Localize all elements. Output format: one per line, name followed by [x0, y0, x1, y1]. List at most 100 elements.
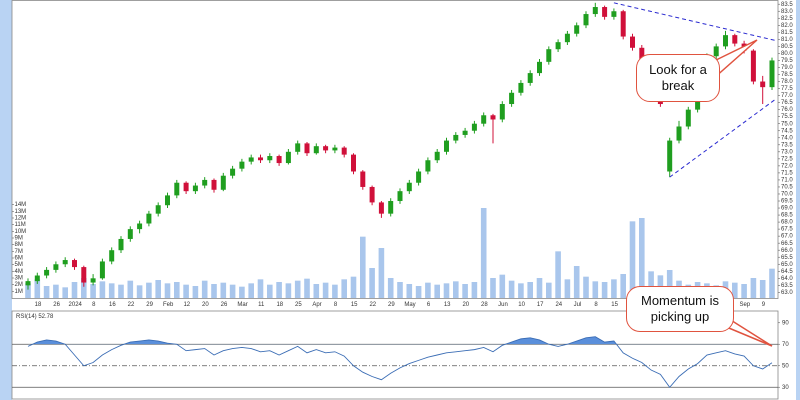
y-tick-label: 80.5 — [781, 44, 793, 50]
volume-tick-label: 5M — [15, 262, 23, 268]
volume-bar — [741, 284, 747, 298]
candle-body — [583, 14, 589, 26]
volume-bar — [471, 282, 478, 298]
candle-body — [295, 143, 301, 152]
y-tick-label: 71.0 — [781, 178, 793, 184]
volume-bar — [759, 280, 766, 298]
y-tick-label: 68.0 — [781, 220, 793, 226]
volume-bar — [332, 284, 338, 298]
volume-bar — [313, 284, 320, 298]
y-tick-label: 73.5 — [781, 142, 793, 148]
candle-body — [676, 126, 682, 141]
rsi-layer — [12, 336, 778, 388]
volume-bar — [518, 283, 524, 298]
candle-body — [155, 205, 161, 214]
candle-body — [118, 238, 124, 251]
candle-body — [258, 157, 263, 161]
x-tick-label: Jun — [498, 302, 508, 308]
y-tick-label: 72.5 — [781, 156, 793, 162]
x-tick-label: Sep — [739, 302, 750, 308]
price-layer — [25, 2, 777, 290]
candle-body — [34, 275, 40, 282]
candle-body — [602, 7, 608, 17]
volume-tick-label: 1M — [15, 289, 23, 295]
volume-bar — [620, 274, 626, 298]
y-tick-label: 67.0 — [781, 234, 793, 240]
volume-bar — [239, 286, 245, 298]
y-tick-label: 66.0 — [781, 248, 793, 254]
rsi-tick-label: 30 — [782, 385, 789, 391]
candle-body — [351, 154, 356, 172]
axis-layer: 63.063.564.064.565.065.566.066.567.067.5… — [12, 2, 793, 391]
y-tick-label: 75.5 — [781, 114, 793, 120]
volume-tick-label: 8M — [15, 242, 23, 248]
candle-body — [81, 267, 87, 283]
y-tick-label: 77.5 — [781, 86, 793, 92]
candle-body — [99, 261, 105, 279]
volume-bar — [573, 266, 580, 298]
x-tick-label: 26 — [221, 302, 228, 308]
y-tick-label: 82.0 — [781, 23, 793, 29]
volume-bar — [341, 279, 347, 298]
volume-bar — [480, 208, 487, 298]
x-tick-label: 10 — [518, 302, 525, 308]
volume-tick-label: 2M — [15, 282, 23, 288]
volume-bar — [601, 282, 608, 298]
x-tick-label: 18 — [35, 302, 42, 308]
x-tick-label: Mar — [237, 302, 247, 308]
volume-bar — [43, 286, 50, 298]
volume-bar — [648, 271, 654, 298]
volume-bar — [322, 282, 329, 298]
x-tick-label: 29 — [146, 302, 153, 308]
x-tick-label: 2024 — [69, 302, 83, 308]
volume-tick-label: 7M — [15, 249, 23, 255]
x-tick-label: May — [404, 302, 415, 308]
volume-bar — [155, 280, 161, 298]
rsi-panel — [11, 310, 779, 400]
volume-tick-label: 12M — [15, 216, 27, 222]
volume-bar — [546, 282, 552, 298]
x-tick-label: 25 — [295, 302, 302, 308]
y-tick-label: 63.5 — [781, 283, 793, 289]
x-tick-label: 29 — [388, 302, 395, 308]
candle-body — [490, 115, 496, 120]
volume-bar — [499, 274, 506, 298]
candle-body — [574, 25, 580, 34]
volume-bar — [136, 285, 143, 298]
x-tick-label: 17 — [537, 302, 544, 308]
candle-body — [462, 130, 468, 135]
x-tick-label: 20 — [462, 302, 469, 308]
candle-body — [592, 7, 598, 15]
volume-bar — [378, 248, 385, 298]
rsi-name: RSI(14) — [16, 314, 37, 320]
volume-bar — [183, 284, 189, 298]
volume-bar — [666, 270, 673, 298]
x-tick-label: 8 — [334, 302, 338, 308]
volume-bar — [397, 282, 403, 298]
candle-body — [509, 92, 515, 105]
callout: Look for a break — [636, 54, 720, 102]
candle-body — [537, 61, 542, 74]
volume-bar — [508, 280, 515, 298]
candle-body — [499, 104, 505, 120]
rsi-tick-label: 50 — [782, 363, 789, 369]
candle-body — [518, 82, 524, 93]
candle-body — [397, 191, 403, 202]
candle-body — [211, 179, 217, 190]
y-tick-label: 64.0 — [781, 276, 793, 282]
x-tick-label: 8 — [92, 302, 96, 308]
candle-body — [369, 186, 375, 203]
candle-body — [230, 168, 236, 176]
y-tick-label: 64.5 — [781, 269, 793, 275]
volume-layer — [25, 208, 775, 298]
candle-body — [620, 11, 626, 37]
candle-body — [183, 182, 189, 192]
candle-body — [639, 47, 645, 60]
candle-body — [416, 171, 422, 183]
y-tick-label: 76.0 — [781, 107, 793, 113]
volume-tick-label: 14M — [15, 202, 27, 208]
y-tick-label: 82.5 — [781, 16, 793, 22]
y-tick-label: 81.5 — [781, 30, 793, 36]
x-tick-label: 6 — [427, 302, 431, 308]
